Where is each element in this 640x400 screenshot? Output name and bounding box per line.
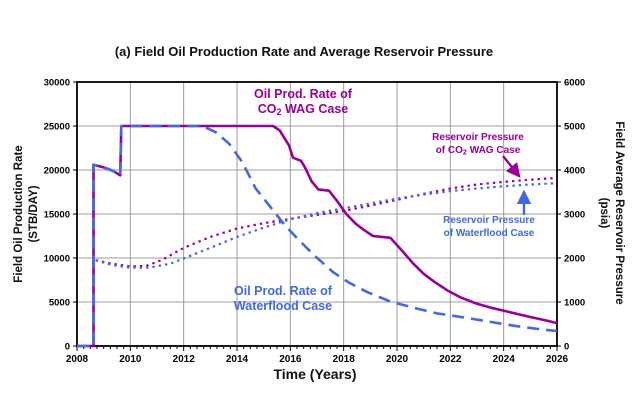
right-tick-label: 2000 [564, 254, 585, 265]
annotation-line: Reservoir Pressure [443, 215, 535, 226]
annotation-pressure-co2-wag: Reservoir Pressure of CO2 WAG Case [432, 132, 524, 157]
annotation-line: Reservoir Pressure [432, 132, 524, 143]
annotation-line: Oil Prod. Rate of [254, 87, 352, 101]
x-axis-title: Time (Years) [273, 366, 357, 382]
annotation-line: of Waterflood Case [443, 227, 535, 239]
left-tick-label: 15000 [44, 210, 70, 221]
x-tick-label: 2018 [333, 354, 356, 365]
right-tick-label: 6000 [564, 78, 585, 89]
annotation-line: Waterflood Case [233, 299, 333, 313]
left-tick-label: 5000 [49, 298, 70, 309]
x-tick-label: 2008 [66, 354, 89, 365]
x-tick-label: 2012 [173, 354, 196, 365]
chart-title: (a) Field Oil Production Rate and Averag… [114, 44, 494, 59]
right-tick-label: 5000 [564, 122, 585, 133]
plot-border [76, 81, 558, 347]
annotation-oil-rate-waterflood: Oil Prod. Rate of Waterflood Case [213, 284, 353, 314]
right-tick-label: 4000 [564, 166, 585, 177]
annotation-line: Oil Prod. Rate of [234, 284, 332, 298]
left-axis-title-text: Field Oil Production Rate [13, 145, 25, 283]
left-axis-units: (STB/DAY) [28, 185, 40, 243]
series-waterflood-dashed [77, 124, 558, 348]
x-tick-label: 2022 [439, 354, 462, 365]
left-tick-label: 0 [65, 342, 70, 353]
right-axis-title: Field Average Reservoir Pressure (psia) [596, 121, 626, 304]
right-tick-label: 1000 [564, 298, 585, 309]
series-waterflood-dotted [95, 182, 558, 269]
left-tick-label: 30000 [44, 78, 70, 89]
left-tick-label: 25000 [44, 122, 70, 133]
x-tick-label: 2026 [546, 354, 569, 365]
left-tick-label: 10000 [44, 254, 70, 265]
left-axis-title: Field Oil Production Rate (STB/DAY) [12, 145, 42, 282]
x-tick-label: 2010 [119, 354, 142, 365]
annotation-oil-rate-co2-wag: Oil Prod. Rate of CO2 WAG Case [254, 87, 352, 117]
left-tick-label: 20000 [44, 166, 70, 177]
right-tick-label: 0 [564, 342, 569, 353]
x-tick-label: 2020 [386, 354, 409, 365]
x-tick-label: 2016 [279, 354, 302, 365]
right-axis-units: (psia) [598, 197, 610, 229]
x-tick-label: 2014 [226, 354, 249, 365]
arrow-to-co2-pressure-line [502, 155, 521, 178]
right-tick-label: 3000 [564, 210, 585, 221]
right-axis-title-text: Field Average Reservoir Pressure [613, 121, 625, 305]
annotation-pressure-waterflood: Reservoir Pressure of Waterflood Case [419, 215, 559, 240]
x-tick-label: 2024 [493, 354, 516, 365]
